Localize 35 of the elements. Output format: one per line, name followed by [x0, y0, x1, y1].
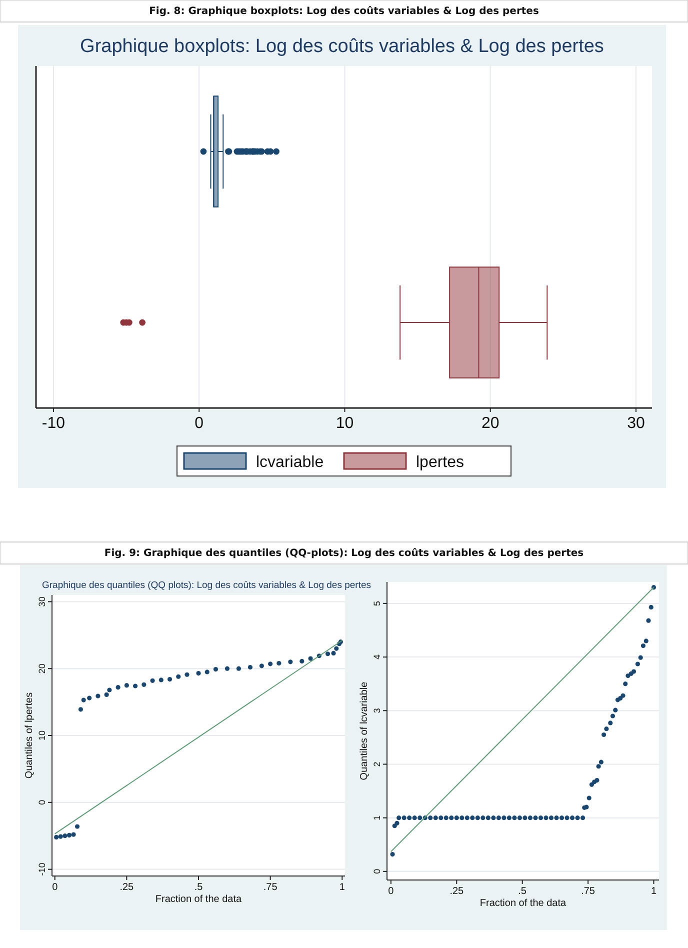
y-tick-label: 0	[372, 868, 382, 874]
x-tick-label: 30	[627, 415, 645, 432]
x-tick-label: .75	[581, 886, 596, 897]
x-tick-label: 0	[194, 415, 204, 432]
x-tick-label: .25	[450, 886, 464, 897]
x-tick-label: 0	[52, 882, 58, 893]
x-tick-label: 0	[388, 886, 394, 897]
x-tick-label: 1	[650, 886, 657, 897]
y-tick-label: 4	[372, 654, 382, 660]
y-tick-label: 3	[372, 708, 382, 714]
x-tick-label: .75	[263, 882, 278, 893]
x-tick-label: 20	[481, 415, 500, 432]
caption: Fig. 8: Graphique boxplots: Log des coûts variables & Log des pertes	[149, 6, 539, 17]
legend-label: lpertes	[416, 454, 464, 471]
x-axis-title: Fraction of the data	[155, 894, 242, 905]
caption: Fig. 9: Graphique des quantiles (QQ-plots): Log des coûts variables & Log des pertes	[104, 548, 584, 559]
legend-label: lcvariable	[256, 454, 324, 471]
y-tick-label: 5	[372, 600, 382, 606]
y-tick-label: 30	[37, 596, 47, 607]
y-axis-title: Quantiles of lpertes	[24, 692, 35, 779]
x-axis-title: Fraction of the data	[480, 898, 567, 909]
y-axis-title: Quantiles of lcvariable	[359, 681, 370, 780]
y-tick-label: 20	[37, 664, 47, 674]
x-tick-label: .25	[120, 882, 134, 893]
y-tick-label: 1	[372, 815, 382, 820]
y-tick-label: 0	[37, 800, 47, 805]
x-tick-label: .5	[194, 882, 204, 893]
x-tick-label: .5	[518, 886, 527, 897]
x-tick-label: 10	[336, 415, 354, 432]
chart-title: Graphique boxplots: Log des coûts variables & Log des pertes	[80, 36, 604, 57]
y-tick-label: 10	[37, 730, 47, 741]
x-tick-label: 1	[339, 882, 346, 893]
y-tick-label: 2	[372, 762, 382, 767]
y-tick-label: -10	[37, 862, 47, 876]
chart-title: Graphique des quantiles (QQ plots): Log des coûts variables & Log des pertes	[42, 580, 372, 591]
